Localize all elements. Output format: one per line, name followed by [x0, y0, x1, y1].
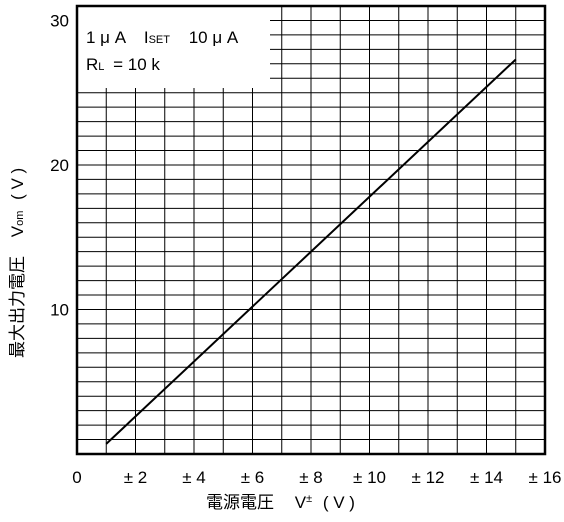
annotation-line2: RL = 10 k: [86, 55, 160, 74]
series: [105, 58, 517, 445]
plot-frame: [75, 4, 547, 456]
y-tick-label: 30: [50, 11, 69, 30]
x-tick-label: ± 8: [299, 468, 323, 487]
y-tick-labels: 10 20 30: [50, 11, 69, 319]
x-axis-label: 電源電圧 V± ( V ): [206, 487, 355, 512]
x-tick-label: ± 14: [470, 468, 503, 487]
x-tick-labels: 0 ± 2 ± 4 ± 6 ± 8 ± 10 ± 12 ± 14 ± 16: [72, 468, 561, 487]
x-tick-label: ± 6: [241, 468, 265, 487]
x-tick-label: ± 2: [124, 468, 148, 487]
x-tick-label: ± 12: [412, 468, 445, 487]
x-tick-label: ± 4: [182, 468, 206, 487]
annotation-box: [77, 6, 270, 88]
annotation-line1: 1 μ A ISET 10 μ A: [86, 28, 239, 47]
y-tick-label: 20: [50, 156, 69, 175]
x-tick-label: 0: [72, 468, 81, 487]
x-tick-label: ± 16: [529, 468, 562, 487]
y-tick-label: 10: [50, 300, 69, 319]
x-tick-label: ± 10: [353, 468, 386, 487]
y-axis-label: 最大出力電圧 Vom ( V ): [8, 168, 27, 358]
series-line: [105, 58, 517, 445]
